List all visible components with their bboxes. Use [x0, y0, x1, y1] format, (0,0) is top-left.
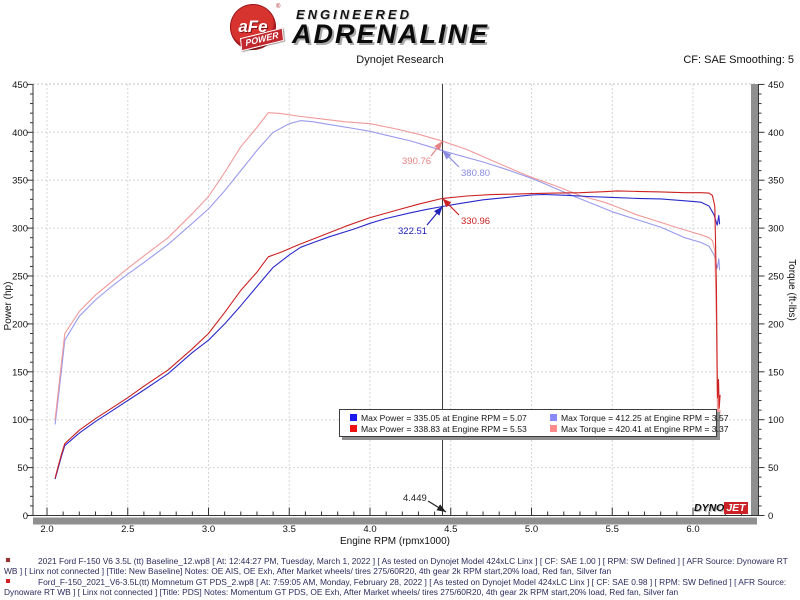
svg-text:250: 250: [12, 272, 28, 283]
dynojet-watermark: DYNO JET: [694, 502, 748, 514]
svg-text:390.76: 390.76: [402, 156, 431, 167]
legend-label: Max Power = 338.83 at Engine RPM = 5.53: [361, 423, 527, 434]
svg-text:2.0: 2.0: [40, 524, 53, 535]
dynojet-watermark-dyno: DYNO: [694, 502, 725, 514]
legend-item-2: Max Power = 338.83 at Engine RPM = 5.53: [344, 423, 544, 434]
run2-description: Ford_F-150_2021_V6-3.5L(tt) Momnetum GT …: [4, 577, 787, 597]
report-title: Dynojet Research: [356, 54, 444, 66]
afe-logo-text: aFe: [238, 17, 268, 36]
svg-text:3.5: 3.5: [283, 524, 296, 535]
svg-text:2.5: 2.5: [121, 524, 134, 535]
cursor-annotations: 390.76 380.80 322.51 330.96: [398, 140, 490, 237]
brand-engineered-text: ENGINEERED: [296, 7, 412, 22]
svg-text:150: 150: [12, 367, 28, 378]
svg-text:200: 200: [768, 319, 784, 330]
svg-text:Power (hp): Power (hp): [3, 282, 14, 331]
baseline-power-curve: [54, 193, 721, 480]
svg-text:5.5: 5.5: [606, 524, 619, 535]
legend-item-3: Max Torque = 420.41 at Engine RPM = 3.37: [544, 423, 729, 434]
svg-text:0: 0: [23, 511, 28, 522]
svg-text:Torque (ft-lbs): Torque (ft-lbs): [786, 259, 797, 321]
svg-text:Engine RPM (rpmx1000): Engine RPM (rpmx1000): [340, 536, 450, 547]
svg-text:100: 100: [768, 415, 784, 426]
legend-swatch-icon: [550, 414, 557, 421]
svg-text:150: 150: [768, 367, 784, 378]
svg-text:3.0: 3.0: [202, 524, 215, 535]
svg-text:450: 450: [768, 80, 784, 91]
svg-text:100: 100: [12, 415, 28, 426]
afe-brand-header: aFe ® POWER ENGINEERED ADRENALINE: [228, 2, 588, 54]
smoothing-setting-label: CF: SAE Smoothing: 5: [683, 54, 794, 66]
svg-text:50: 50: [768, 463, 779, 474]
axis-titles: Engine RPM (rpmx1000) Power (hp) Torque (f…: [3, 259, 797, 547]
svg-text:300: 300: [768, 224, 784, 235]
run-info-line-2: Ford_F-150_2021_V6-3.5L(tt) Momnetum GT …: [4, 577, 796, 597]
momentum-power-curve: [54, 190, 721, 479]
vertical-scrollbar[interactable]: [751, 84, 759, 516]
dynojet-watermark-jet: JET: [724, 502, 748, 514]
svg-text:300: 300: [12, 224, 28, 235]
chart-legend: Max Power = 335.05 at Engine RPM = 5.07 M…: [339, 409, 729, 437]
legend-label: Max Torque = 420.41 at Engine RPM = 3.37: [561, 423, 729, 434]
svg-text:200: 200: [12, 319, 28, 330]
baseline-torque-curve: [54, 120, 721, 425]
svg-text:322.51: 322.51: [398, 226, 427, 237]
svg-text:4.0: 4.0: [363, 524, 376, 535]
svg-text:400: 400: [12, 128, 28, 139]
legend-label: Max Power = 335.05 at Engine RPM = 5.07: [361, 412, 527, 423]
legend-label: Max Torque = 412.25 at Engine RPM = 3.57: [561, 412, 729, 423]
run-info-line-1: 2021 Ford F-150 V6 3.5L (tt) Baseline_12…: [4, 556, 796, 576]
svg-text:450: 450: [12, 80, 28, 91]
axis-tick-labels: 2.0 2.5 3.0 3.5 4.0 4.5 5.0 5.5 6.0 0 0 50 50 100 100 1…: [12, 80, 784, 535]
axes: [32, 84, 759, 516]
svg-text:4.449: 4.449: [403, 493, 427, 504]
run2-color-bullet: [6, 579, 10, 583]
svg-text:4.5: 4.5: [444, 524, 457, 535]
axis-ticks: [27, 83, 765, 516]
registered-mark: ®: [276, 4, 281, 10]
gridlines: [33, 83, 757, 516]
svg-text:400: 400: [768, 128, 784, 139]
svg-text:380.80: 380.80: [461, 168, 490, 179]
momentum-torque-curve: [54, 112, 721, 424]
svg-text:50: 50: [17, 463, 28, 474]
svg-text:250: 250: [768, 272, 784, 283]
legend-item-1: Max Torque = 412.25 at Engine RPM = 3.57: [544, 412, 729, 423]
svg-text:350: 350: [768, 176, 784, 187]
legend-swatch-icon: [350, 425, 357, 432]
svg-text:6.0: 6.0: [686, 524, 699, 535]
run-info-footer: 2021 Ford F-150 V6 3.5L (tt) Baseline_12…: [4, 556, 796, 598]
legend-swatch-icon: [350, 414, 357, 421]
svg-text:330.96: 330.96: [461, 216, 490, 227]
legend-item-0: Max Power = 335.05 at Engine RPM = 5.07: [344, 412, 544, 423]
run1-description: 2021 Ford F-150 V6 3.5L (tt) Baseline_12…: [4, 556, 788, 576]
legend-swatch-icon: [550, 425, 557, 432]
svg-text:0: 0: [768, 511, 773, 522]
run1-color-bullet: [6, 558, 10, 562]
brand-adrenaline-text: ADRENALINE: [292, 19, 490, 49]
svg-text:5.0: 5.0: [525, 524, 538, 535]
svg-text:350: 350: [12, 176, 28, 187]
horizontal-scrollbar[interactable]: [33, 517, 757, 525]
cursor-rpm-annotation: 4.449: [403, 493, 447, 513]
